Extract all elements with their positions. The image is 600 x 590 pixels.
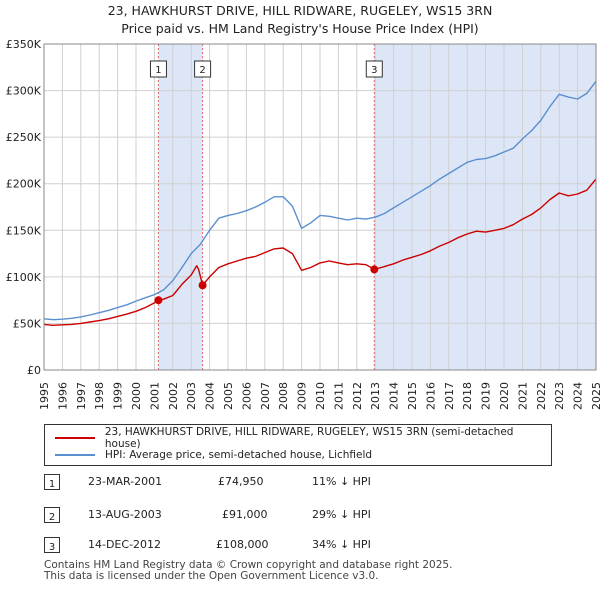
sale-point [198,281,207,290]
x-tick-label: 2019 [480,382,493,410]
sale-point [370,265,379,274]
table-row: 1 23-MAR-2001 £74,950 11% ↓ HPI [0,472,600,492]
sale-number-box [149,60,167,78]
x-tick-label: 2010 [314,382,327,410]
sale-price: £74,950 [218,475,264,488]
sale-price: £108,000 [216,538,269,551]
y-tick-label: £350K [6,38,42,51]
x-tick-label: 1995 [38,382,51,410]
x-tick-label: 2000 [130,382,143,410]
y-tick-label: £0 [27,364,41,377]
footer-copyright: Contains HM Land Registry data © Crown c… [44,559,453,571]
sale-hpi-delta: 34% ↓ HPI [312,538,371,551]
x-tick-label: 1997 [75,382,88,410]
legend: 23, HAWKHURST DRIVE, HILL RIDWARE, RUGEL… [44,424,552,466]
x-tick-label: 2016 [424,382,437,410]
legend-swatch-hpi [55,454,95,456]
sale-number-label: 1 [155,65,161,76]
table-row: 2 13-AUG-2003 £91,000 29% ↓ HPI [0,505,600,525]
sale-date: 13-AUG-2003 [88,508,162,521]
x-tick-label: 2012 [351,382,364,410]
legend-item-hpi: HPI: Average price, semi-detached house,… [55,447,372,463]
y-tick-label: £150K [6,224,42,237]
x-tick-label: 2002 [167,382,180,410]
sale-date: 14-DEC-2012 [88,538,162,551]
property-series-line [43,178,597,326]
chart-title: 23, HAWKHURST DRIVE, HILL RIDWARE, RUGEL… [107,3,493,18]
y-tick-label: £250K [6,131,42,144]
x-tick-label: 2018 [461,382,474,410]
x-tick-label: 2005 [222,382,235,410]
x-tick-label: 2015 [406,382,419,410]
sale-price: £91,000 [222,508,268,521]
x-tick-label: 2013 [369,382,382,410]
x-tick-label: 2025 [590,382,600,410]
legend-label-hpi: HPI: Average price, semi-detached house,… [105,449,373,461]
table-row: 3 14-DEC-2012 £108,000 34% ↓ HPI [0,535,600,555]
x-tick-label: 2023 [553,382,566,410]
x-tick-label: 1999 [112,382,125,410]
x-tick-label: 1998 [93,382,106,410]
x-tick-label: 2001 [148,382,161,410]
legend-label-property: 23, HAWKHURST DRIVE, HILL RIDWARE, RUGEL… [104,426,514,450]
chart-subtitle: Price paid vs. HM Land Registry's House … [121,21,479,36]
y-tick-label: £300K [6,85,42,98]
sale-number-box [365,60,383,78]
sale-hpi-delta: 29% ↓ HPI [312,508,371,521]
x-tick-label: 1996 [56,382,69,410]
y-tick-label: £100K [6,271,42,284]
x-tick-label: 2009 [296,382,309,410]
plot-frame [43,43,597,371]
x-tick-label: 2011 [332,382,345,410]
sale-number-box [194,60,212,78]
sale-badge: 2 [44,507,60,523]
x-tick-label: 2007 [259,382,272,410]
shaded-band [158,44,203,370]
sale-point [154,296,163,305]
x-tick-label: 2014 [388,382,401,410]
sale-badge: 3 [44,537,60,553]
sale-badge: 1 [44,474,60,490]
sale-number-label: 3 [371,65,377,76]
sale-date: 23-MAR-2001 [88,475,163,488]
x-tick-label: 2008 [277,382,290,410]
y-tick-label: £200K [6,178,42,191]
sale-hpi-delta: 11% ↓ HPI [312,475,371,488]
x-tick-label: 2021 [516,382,529,410]
y-tick-label: £50K [13,317,42,330]
footer-licence: This data is licensed under the Open Gov… [44,570,379,582]
x-tick-label: 2003 [185,382,198,410]
sale-number-label: 2 [199,65,205,76]
legend-item-property: 23, HAWKHURST DRIVE, HILL RIDWARE, RUGEL… [55,426,551,450]
x-tick-label: 2004 [204,382,217,410]
x-tick-label: 2024 [572,382,585,410]
price-chart: £0 £50K £100K £150K £200K £250K £300K £350K 1995… [6,38,600,410]
legend-swatch-property [55,437,95,439]
x-tick-label: 2017 [443,382,456,410]
x-tick-label: 2006 [240,382,253,410]
x-tick-label: 2022 [535,382,548,410]
x-tick-label: 2020 [498,382,511,410]
hpi-series-line [43,80,597,321]
